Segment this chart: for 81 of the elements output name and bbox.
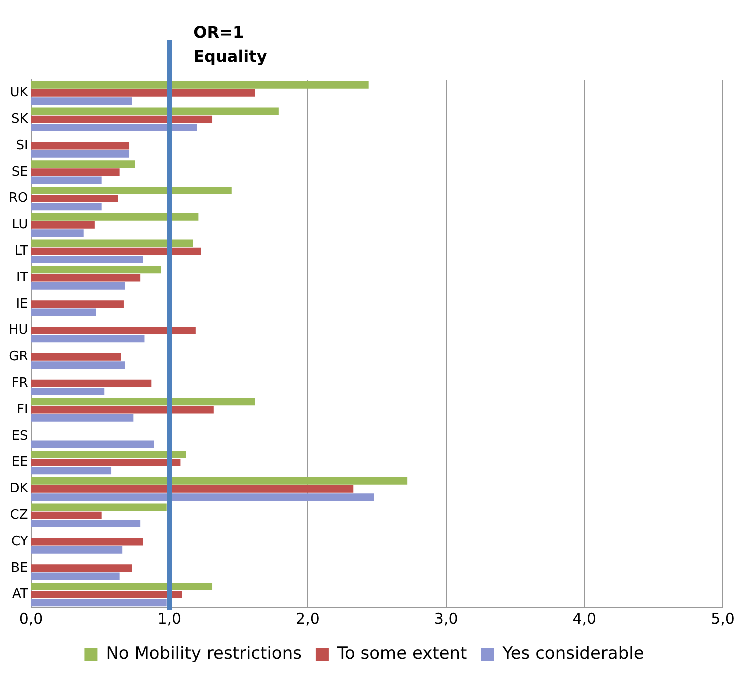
y-tick-label: FR [12, 376, 28, 391]
bar [31, 116, 213, 124]
bar [31, 572, 120, 580]
y-tick-label: CY [11, 534, 28, 550]
y-tick-label: LU [12, 218, 28, 233]
bar [31, 300, 124, 308]
bar [31, 406, 214, 414]
bar [31, 520, 141, 528]
y-tick-label: SK [12, 112, 29, 127]
bar [31, 176, 102, 184]
x-tick-label: 2,0 [296, 610, 320, 628]
bar [31, 494, 374, 502]
bar [31, 504, 167, 512]
y-tick-label: AT [12, 587, 28, 602]
y-tick-label: ES [12, 428, 28, 444]
bar [31, 195, 118, 203]
bar [31, 266, 162, 274]
bar [31, 240, 194, 248]
x-tick-label: 3,0 [434, 610, 458, 628]
bar [31, 564, 132, 572]
legend-label: Yes considerable [502, 644, 644, 664]
bar [31, 380, 152, 388]
bar [31, 450, 186, 458]
x-tick-label: 4,0 [572, 610, 597, 628]
bar [31, 256, 144, 264]
bar [31, 230, 84, 238]
bar [31, 203, 102, 211]
bar [31, 248, 202, 256]
bar [31, 477, 408, 485]
y-tick-label: RO [9, 191, 28, 206]
bar [31, 335, 145, 343]
bar [31, 98, 132, 106]
y-tick-label: IT [16, 270, 28, 286]
ref-line-label: OR=1 Equality [194, 23, 268, 66]
bar [31, 538, 144, 546]
bar [31, 108, 279, 116]
x-tick-label: 5,0 [711, 610, 735, 628]
bar [31, 186, 232, 194]
bar [31, 599, 167, 607]
bar [31, 160, 136, 168]
y-tick-label: LT [14, 244, 28, 259]
bar [31, 81, 369, 89]
bar [31, 362, 126, 370]
bar [31, 124, 198, 132]
bar [31, 221, 95, 229]
y-tick-label: EE [12, 455, 28, 470]
y-tick-label: IE [16, 296, 28, 312]
bar [31, 414, 134, 422]
y-tick-label: GR [9, 350, 28, 365]
bar [31, 142, 130, 150]
bar [31, 353, 122, 361]
bar [31, 398, 256, 406]
bar [31, 459, 181, 467]
bar [31, 150, 130, 158]
bar [31, 308, 96, 316]
y-tick-label: SE [12, 164, 28, 180]
y-tick-label: SI [16, 138, 28, 154]
legend-label: No Mobility restrictions [106, 644, 302, 664]
y-tick-label: BE [11, 560, 28, 576]
bar [31, 168, 120, 176]
legend-label: To some extent [336, 644, 468, 664]
x-tick-label: 1,0 [158, 610, 182, 628]
bar [31, 440, 154, 448]
y-tick-label: DK [10, 482, 29, 497]
y-tick-label: HU [8, 323, 28, 338]
bar [31, 485, 354, 493]
bar [31, 89, 256, 97]
bar [31, 582, 213, 590]
bar [31, 512, 102, 520]
bar [31, 274, 141, 282]
bar [31, 213, 199, 221]
bar [31, 388, 105, 396]
y-tick-label: CZ [10, 508, 28, 523]
y-tick-label: FI [16, 402, 28, 418]
bar [31, 546, 123, 554]
bar [31, 467, 112, 475]
bar [31, 282, 126, 290]
bar [31, 591, 182, 599]
bar [31, 327, 196, 335]
x-tick-label: 0,0 [19, 610, 44, 628]
y-tick-label: UK [10, 86, 29, 101]
